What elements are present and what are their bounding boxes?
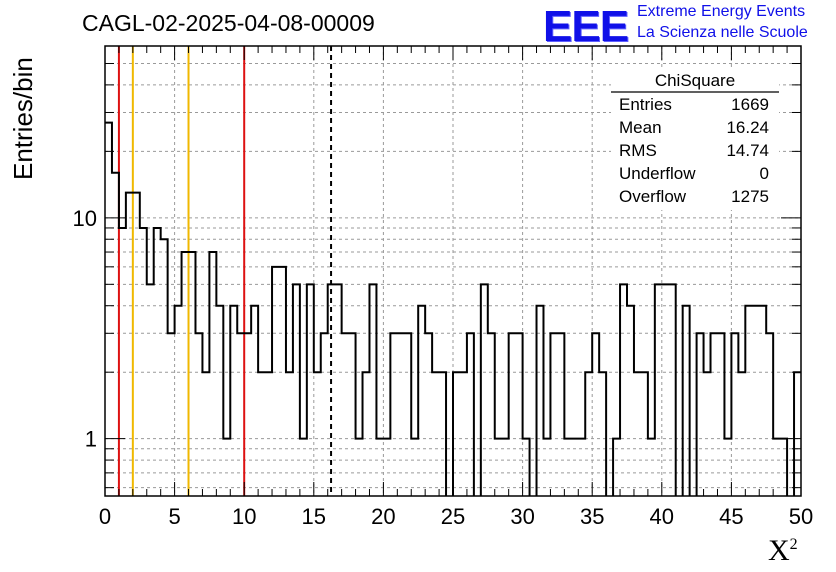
histogram-outline: [105, 121, 801, 496]
logo-line-1: Extreme Energy Events: [637, 3, 806, 20]
stats-title: ChiSquare: [655, 71, 735, 90]
x-tick-label: 45: [719, 504, 743, 529]
x-axis-label-base: X: [768, 534, 790, 567]
x-tick-label: 35: [580, 504, 604, 529]
x-tick-label: 15: [302, 504, 326, 529]
stats-row-value: 16.24: [726, 118, 769, 137]
stats-row-label: Mean: [619, 118, 662, 137]
stats-row-label: Entries: [619, 95, 672, 114]
x-tick-label: 40: [650, 504, 674, 529]
stats-box: ChiSquare Entries 1669 Mean 16.24 RMS 14.74 Und…: [611, 68, 779, 210]
x-axis-label-superscript: 2: [789, 536, 798, 553]
eee-logo: EEE: [543, 2, 629, 51]
stats-row-value: 14.74: [726, 141, 769, 160]
tick-layer: 0 5 10 15 20 25 30 35 40 45 50 1 10: [73, 46, 813, 529]
y-tick-label: 10: [73, 206, 97, 231]
marker-lines: [117, 46, 333, 496]
logo-line-2: La Scienza nelle Scuole: [637, 24, 808, 41]
x-tick-label: 20: [371, 504, 395, 529]
x-tick-label: 5: [168, 504, 180, 529]
x-tick-label: 25: [441, 504, 465, 529]
stats-row-label: RMS: [619, 141, 657, 160]
histogram-layer: [105, 121, 801, 496]
stats-row-label: Underflow: [619, 164, 696, 183]
stats-row-label: Overflow: [619, 187, 687, 206]
stats-row-value: 0: [760, 164, 769, 183]
stats-row-value: 1669: [731, 95, 769, 114]
x-tick-label: 0: [99, 504, 111, 529]
x-tick-label: 50: [789, 504, 813, 529]
y-tick-label: 1: [85, 427, 97, 452]
x-tick-label: 30: [510, 504, 534, 529]
x-tick-label: 10: [232, 504, 256, 529]
x-axis-label: X2: [768, 534, 798, 568]
stats-row-value: 1275: [731, 187, 769, 206]
chart-title: CAGL-02-2025-04-08-00009: [82, 10, 375, 36]
